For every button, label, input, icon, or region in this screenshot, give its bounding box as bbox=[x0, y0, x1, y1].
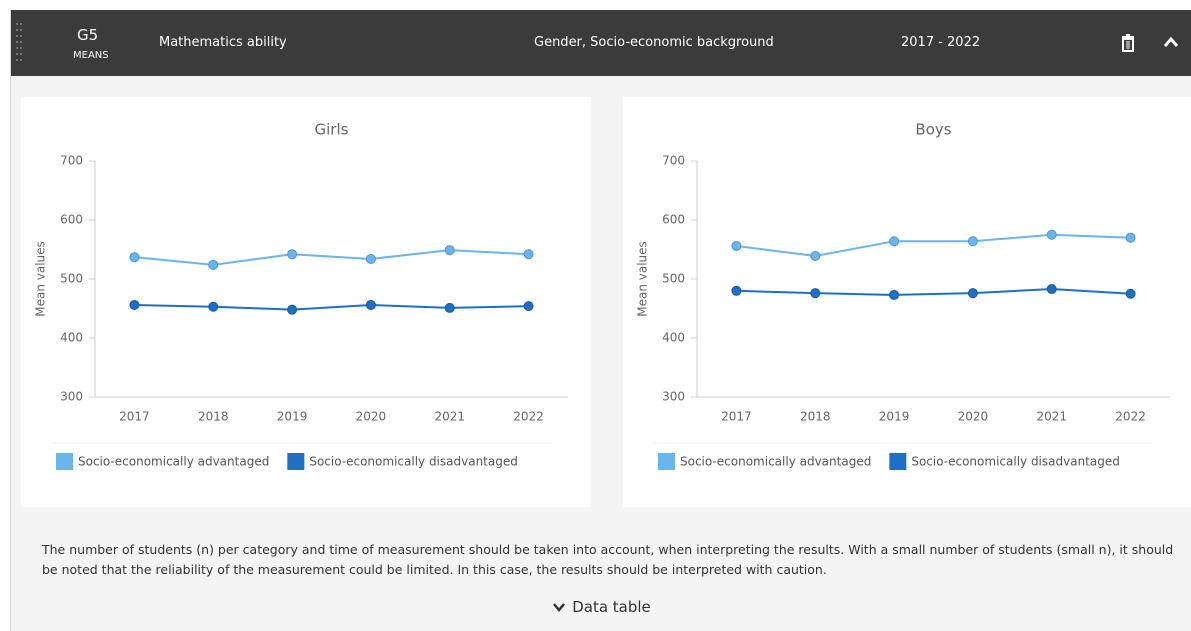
y-tick-label: 300 bbox=[60, 390, 83, 404]
data-point bbox=[889, 289, 900, 300]
data-point bbox=[1046, 284, 1057, 295]
drag-handle[interactable] bbox=[15, 22, 23, 66]
series-line bbox=[736, 233, 1131, 258]
x-tick-label: 2017 bbox=[119, 410, 150, 424]
data-point bbox=[287, 249, 298, 260]
y-tick-label: 700 bbox=[60, 154, 83, 168]
kind: MEANS bbox=[73, 50, 109, 61]
data-point bbox=[444, 245, 455, 256]
series-line bbox=[134, 303, 529, 311]
grouping: Gender, Socio-economic background bbox=[534, 35, 774, 50]
x-tick-label: 2018 bbox=[800, 410, 831, 424]
code: G5 bbox=[77, 26, 99, 44]
y-tick-label: 500 bbox=[662, 272, 685, 286]
data-point bbox=[731, 285, 742, 296]
subject: Mathematics ability bbox=[159, 35, 287, 50]
chart-card: Girls Mean values 300 400 500 600 700 2017 2018 2… bbox=[21, 97, 591, 507]
collapse-icon[interactable] bbox=[1163, 36, 1179, 48]
period: 2017 - 2022 bbox=[901, 35, 981, 50]
legend-swatch bbox=[658, 453, 675, 470]
data-point bbox=[365, 299, 376, 310]
delete-icon[interactable] bbox=[1120, 34, 1136, 52]
x-tick-label: 2022 bbox=[1115, 410, 1146, 424]
data-point bbox=[208, 259, 219, 270]
chart-card: Boys Mean values 300 400 500 600 700 2017 2018 20… bbox=[623, 97, 1191, 507]
x-tick-label: 2021 bbox=[1036, 410, 1067, 424]
chart-title: Girls bbox=[315, 121, 349, 139]
y-tick-label: 300 bbox=[662, 390, 685, 404]
data-point bbox=[967, 288, 978, 299]
x-tick-label: 2021 bbox=[434, 410, 465, 424]
data-point bbox=[287, 304, 298, 315]
chart: Girls Mean values 300 400 500 600 700 2017 2018 2… bbox=[34, 121, 568, 470]
data-point bbox=[129, 299, 140, 310]
legend-label: Socio-economically advantaged bbox=[680, 455, 871, 469]
note: The number of students (n) per category … bbox=[42, 542, 1174, 577]
header-bar: G5 MEANS Mathematics ability Gender, Soc… bbox=[11, 10, 1191, 76]
y-tick-label: 400 bbox=[662, 331, 685, 345]
data-point bbox=[1125, 288, 1136, 299]
series-line bbox=[134, 249, 529, 266]
data-point bbox=[365, 253, 376, 264]
legend-swatch bbox=[56, 453, 73, 470]
data-point bbox=[129, 252, 140, 263]
data-point bbox=[810, 288, 821, 299]
x-tick-label: 2017 bbox=[721, 410, 752, 424]
y-axis-label: Mean values bbox=[34, 241, 48, 317]
data-point bbox=[889, 236, 900, 247]
legend-swatch bbox=[889, 453, 907, 470]
data-table-label: Data table bbox=[572, 598, 651, 616]
y-tick-label: 500 bbox=[60, 272, 83, 286]
data-table-toggle[interactable]: Data table bbox=[11, 598, 1191, 616]
y-tick-label: 400 bbox=[60, 331, 83, 345]
y-tick-label: 600 bbox=[662, 213, 685, 227]
legend-label: Socio-economically disadvantaged bbox=[309, 455, 518, 469]
data-point bbox=[444, 302, 455, 313]
y-tick-label: 600 bbox=[60, 213, 83, 227]
legend-label: Socio-economically advantaged bbox=[78, 455, 269, 469]
data-point bbox=[1125, 232, 1136, 243]
x-tick-label: 2019 bbox=[879, 410, 910, 424]
y-tick-label: 700 bbox=[662, 154, 685, 168]
chart-title: Boys bbox=[915, 121, 951, 139]
data-point bbox=[523, 301, 534, 312]
legend-swatch bbox=[287, 453, 305, 470]
data-point bbox=[810, 250, 821, 261]
expand-icon bbox=[553, 603, 566, 612]
data-point bbox=[731, 240, 742, 251]
data-point bbox=[967, 236, 978, 247]
series-line bbox=[736, 288, 1131, 296]
x-tick-label: 2022 bbox=[513, 410, 544, 424]
x-tick-label: 2018 bbox=[198, 410, 229, 424]
x-tick-label: 2019 bbox=[277, 410, 308, 424]
legend-label: Socio-economically disadvantaged bbox=[911, 455, 1120, 469]
x-tick-label: 2020 bbox=[958, 410, 989, 424]
panel: G5 MEANS Mathematics ability Gender, Soc… bbox=[10, 10, 1191, 631]
data-point bbox=[523, 249, 534, 260]
y-axis-label: Mean values bbox=[636, 241, 650, 317]
chart: Boys Mean values 300 400 500 600 700 2017 2018 20… bbox=[636, 121, 1170, 470]
data-point bbox=[1046, 229, 1057, 240]
x-tick-label: 2020 bbox=[356, 410, 387, 424]
data-point bbox=[208, 301, 219, 312]
